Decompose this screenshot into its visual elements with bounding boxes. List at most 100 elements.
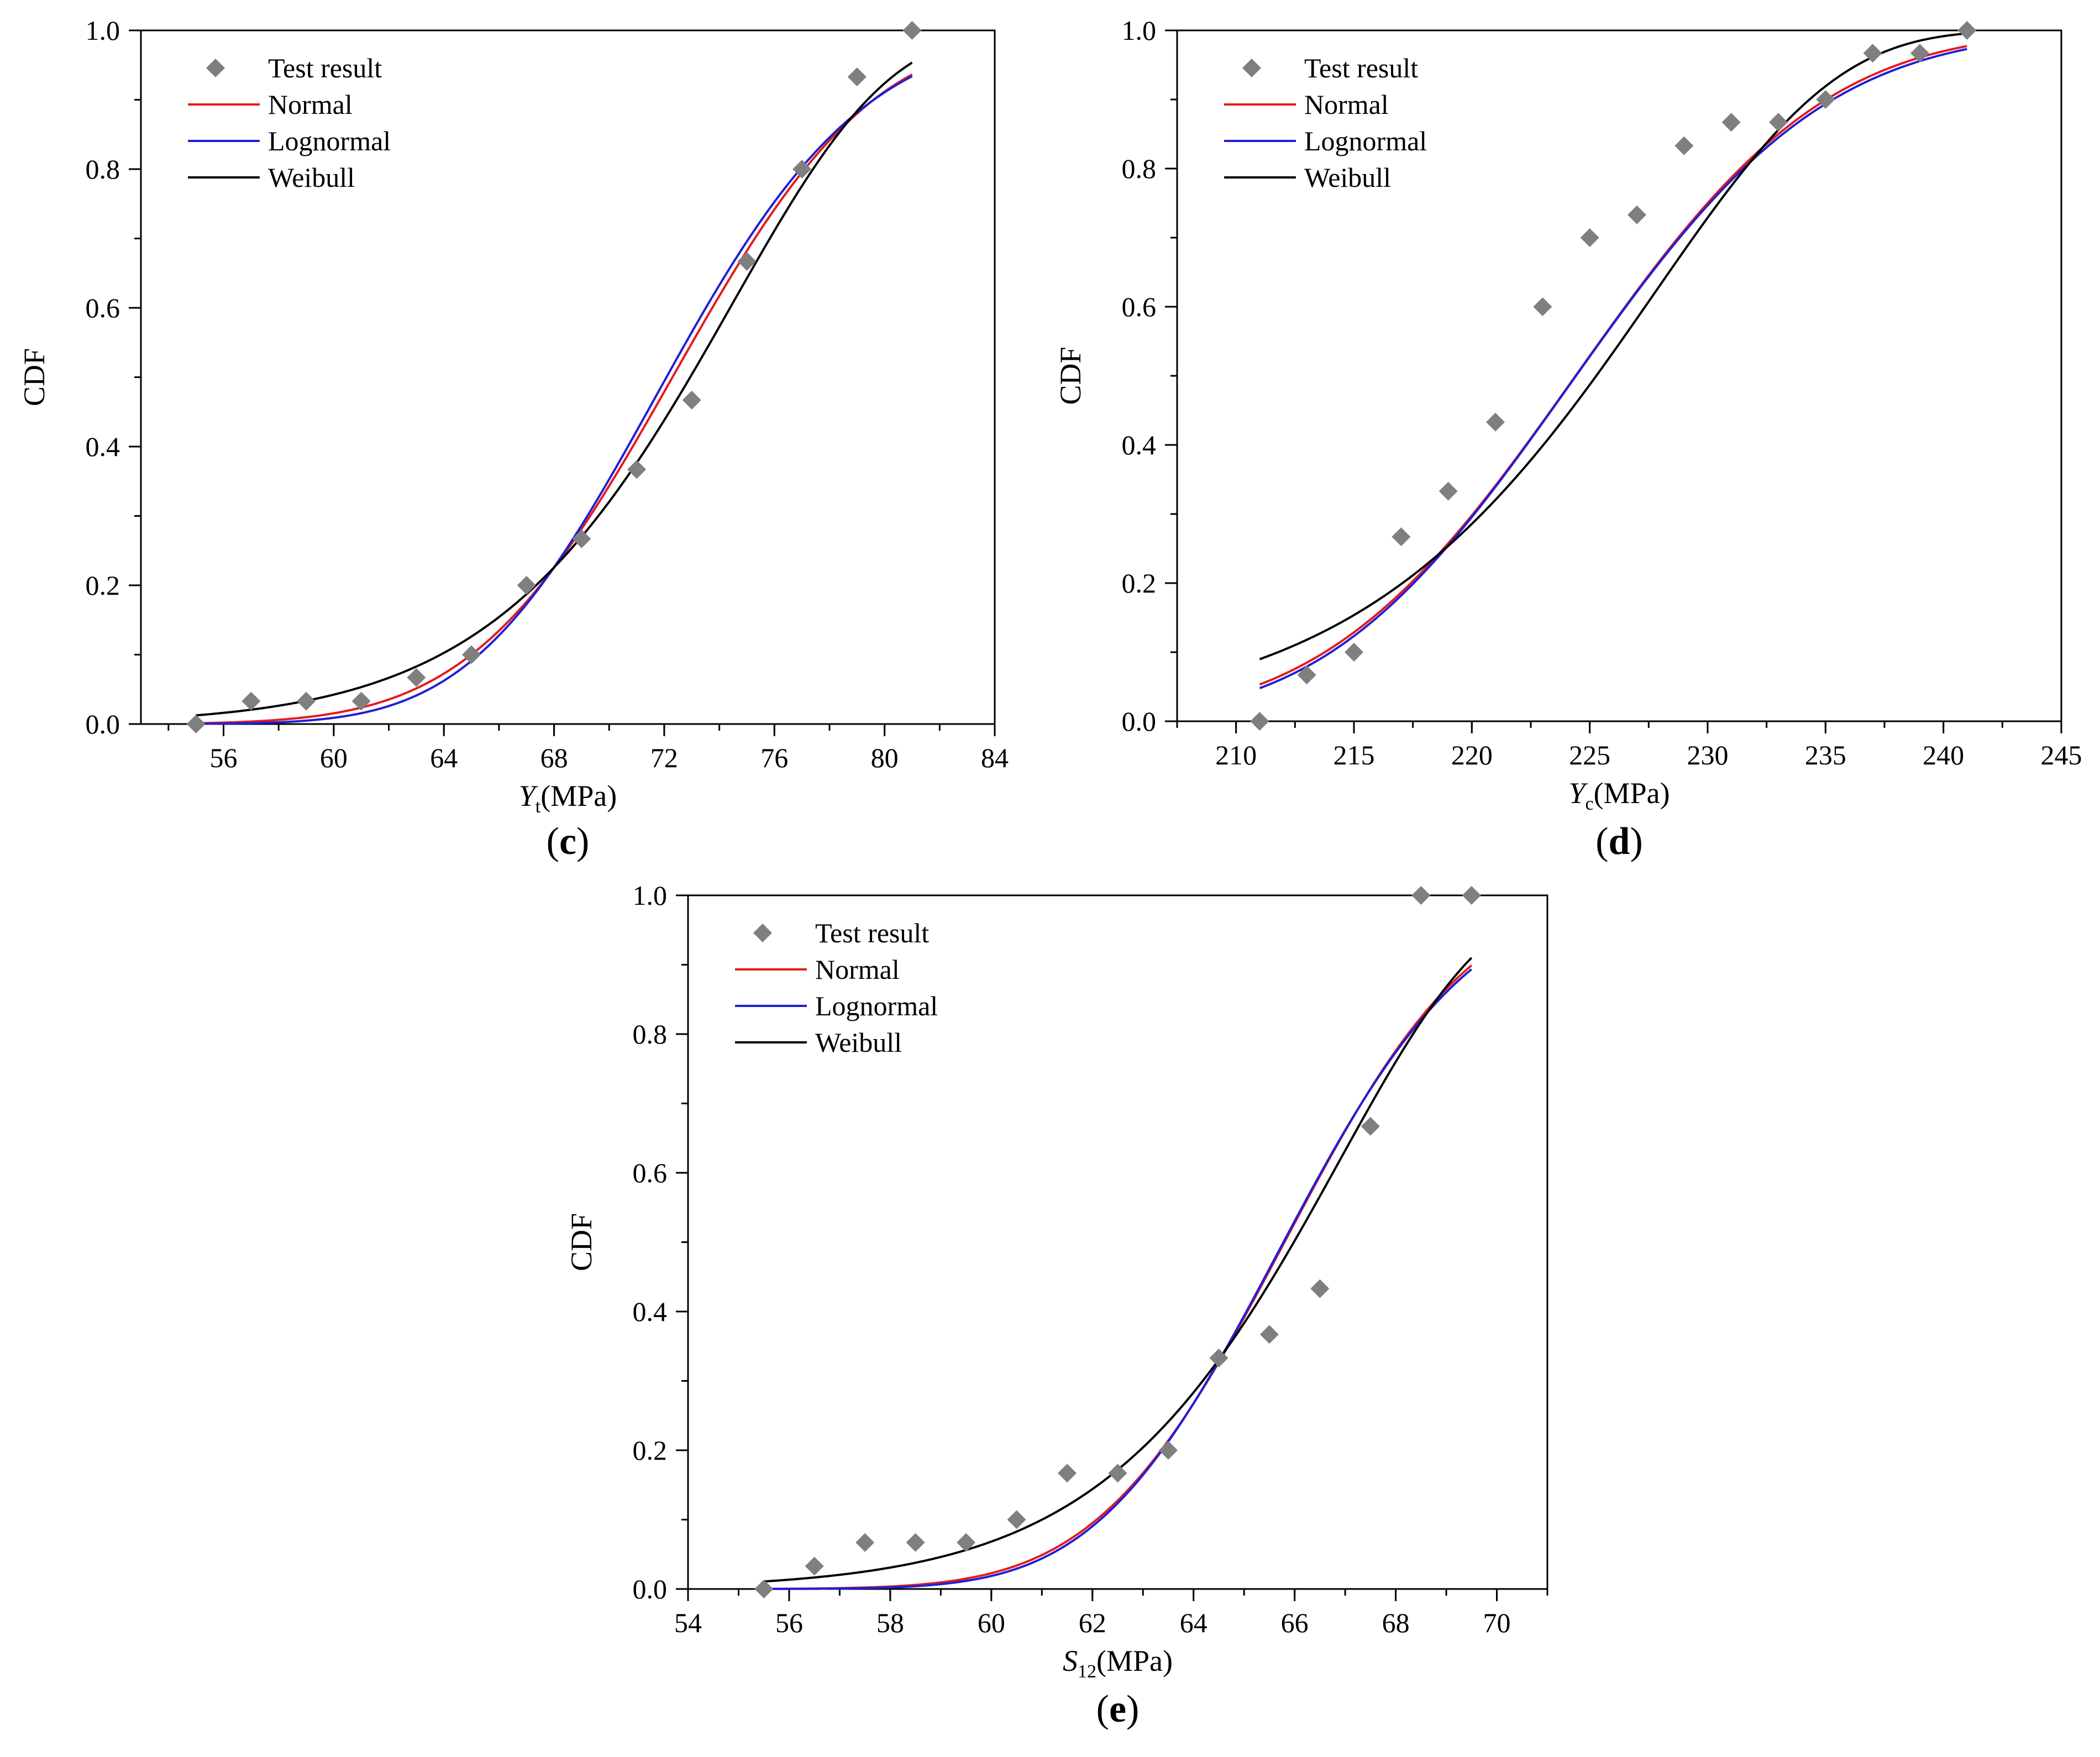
test-result-point — [407, 668, 426, 687]
x-tick-label: 76 — [760, 742, 788, 773]
x-axis-label: Yc(MPa) — [1568, 777, 1670, 814]
x-axis-symbol: S — [1063, 1644, 1078, 1677]
chart-e: 54 56 58 60 62 64 66 68 70 0.0 0.2 0.4 0.6 0.8 1.0 CDF S… — [565, 880, 1548, 1730]
series-line-lognormal — [1259, 48, 1967, 690]
y-axis-label: CDF — [1054, 347, 1087, 405]
x-tick-label: 80 — [871, 742, 899, 773]
x-tick-label: 68 — [540, 742, 568, 773]
x-tick-label: 220 — [1451, 739, 1493, 770]
x-tick-label: 54 — [674, 1607, 702, 1638]
y-tick-label: 1.0 — [86, 15, 120, 46]
x-axis-subscript: c — [1585, 794, 1593, 814]
test-result-point — [906, 1533, 925, 1552]
legend-label: Weibull — [268, 162, 355, 193]
y-tick-label: 1.0 — [633, 880, 668, 911]
y-tick-label: 0.0 — [86, 709, 120, 739]
test-result-point — [242, 691, 261, 711]
x-tick-label: 62 — [1079, 1607, 1106, 1638]
test-result-point — [1863, 44, 1882, 63]
legend-label: Lognormal — [1304, 125, 1427, 156]
y-tick-label: 0.8 — [86, 154, 120, 185]
x-tick-label: 235 — [1805, 739, 1846, 770]
test-result-point — [1769, 113, 1788, 132]
test-result-point — [1910, 44, 1929, 63]
x-axis-label: Yt(MPa) — [519, 779, 617, 817]
x-tick-label: 56 — [775, 1607, 803, 1638]
y-tick-label: 1.0 — [1122, 15, 1157, 46]
test-result-point — [1345, 643, 1363, 662]
test-result-point — [1310, 1279, 1330, 1298]
test-result-point — [855, 1533, 875, 1552]
test-result-point — [1816, 90, 1835, 109]
x-tick-label: 245 — [2041, 739, 2082, 770]
test-result-point — [572, 529, 591, 548]
x-axis-subscript: 12 — [1078, 1661, 1096, 1682]
chart-c: 56 60 64 68 72 76 80 840.00.20.40.60.81.0CDFYt(… — [18, 15, 1009, 863]
test-result-point — [1411, 886, 1431, 905]
legend-label: Lognormal — [815, 990, 938, 1021]
y-tick-label: 0.2 — [1122, 568, 1157, 599]
test-result-point — [1259, 1325, 1279, 1344]
test-result-point — [1580, 228, 1599, 247]
legend: Test result Normal Lognormal Weibull — [735, 917, 938, 1058]
legend-label: Normal — [1304, 89, 1389, 120]
x-axis-unit: (MPa) — [1594, 777, 1670, 810]
y-tick-label: 0.4 — [1122, 429, 1157, 460]
x-tick-label: 60 — [320, 742, 348, 773]
x-tick-label: 215 — [1334, 739, 1375, 770]
x-tick-label: 68 — [1382, 1607, 1410, 1638]
series-line-weibull — [196, 61, 913, 717]
x-axis-label: S12(MPa) — [1063, 1644, 1173, 1682]
test-result-point — [462, 645, 481, 664]
test-result-point — [754, 1580, 774, 1598]
test-result-point — [1361, 1116, 1380, 1136]
x-tick-label: 240 — [1923, 739, 1964, 770]
x-axis-symbol: Y — [519, 779, 538, 812]
test-result-point — [792, 160, 812, 179]
legend-label: Weibull — [1304, 162, 1391, 193]
test-result-point — [1439, 481, 1458, 501]
panel-label: (c) — [547, 820, 590, 863]
x-axis-unit: (MPa) — [1096, 1644, 1173, 1677]
test-result-point — [1628, 205, 1646, 224]
x-tick-label: 210 — [1215, 739, 1257, 770]
test-result-point — [1533, 297, 1552, 316]
legend-marker-test-result — [206, 59, 225, 77]
legend: Test result Normal Lognormal Weibull — [1224, 53, 1427, 193]
legend-marker-test-result — [753, 924, 772, 942]
x-tick-label: 70 — [1483, 1607, 1511, 1638]
x-tick-label: 225 — [1569, 739, 1610, 770]
test-result-point — [1158, 1441, 1178, 1460]
test-result-point — [902, 21, 922, 40]
legend-marker-test-result — [1242, 59, 1261, 77]
test-result-point — [1486, 412, 1505, 432]
x-axis-unit: (MPa) — [540, 779, 617, 812]
y-axis-label: CDF — [18, 348, 51, 406]
test-result-point — [1007, 1510, 1026, 1529]
series-line-weibull — [1259, 32, 1967, 660]
test-result-point — [1462, 886, 1481, 905]
x-tick-label: 230 — [1687, 739, 1729, 770]
x-tick-label: 58 — [876, 1607, 904, 1638]
test-result-point — [1392, 527, 1411, 547]
test-result-point — [805, 1556, 824, 1576]
test-result-point — [957, 1533, 976, 1552]
y-tick-label: 0.4 — [86, 431, 120, 462]
test-result-point — [737, 251, 757, 271]
x-tick-label: 60 — [978, 1607, 1005, 1638]
test-result-point — [1721, 113, 1741, 132]
y-tick-label: 0.6 — [86, 292, 120, 323]
x-tick-label: 64 — [430, 742, 458, 773]
chart-d: 210 215 220 225 230 235 240 245 0.0 0.2 0.4 0.6 0.8 1… — [1054, 15, 2082, 863]
y-tick-label: 0.8 — [1122, 153, 1157, 184]
legend-label: Test result — [815, 917, 929, 948]
legend-label: Normal — [815, 954, 900, 985]
legend-label: Normal — [268, 89, 353, 120]
test-result-point — [1108, 1464, 1127, 1483]
x-tick-label: 64 — [1180, 1607, 1208, 1638]
x-tick-label: 84 — [981, 742, 1009, 773]
test-result-point — [1957, 21, 1977, 40]
x-tick-label: 66 — [1281, 1607, 1309, 1638]
test-result-point — [627, 460, 647, 479]
test-result-point — [1250, 712, 1269, 731]
